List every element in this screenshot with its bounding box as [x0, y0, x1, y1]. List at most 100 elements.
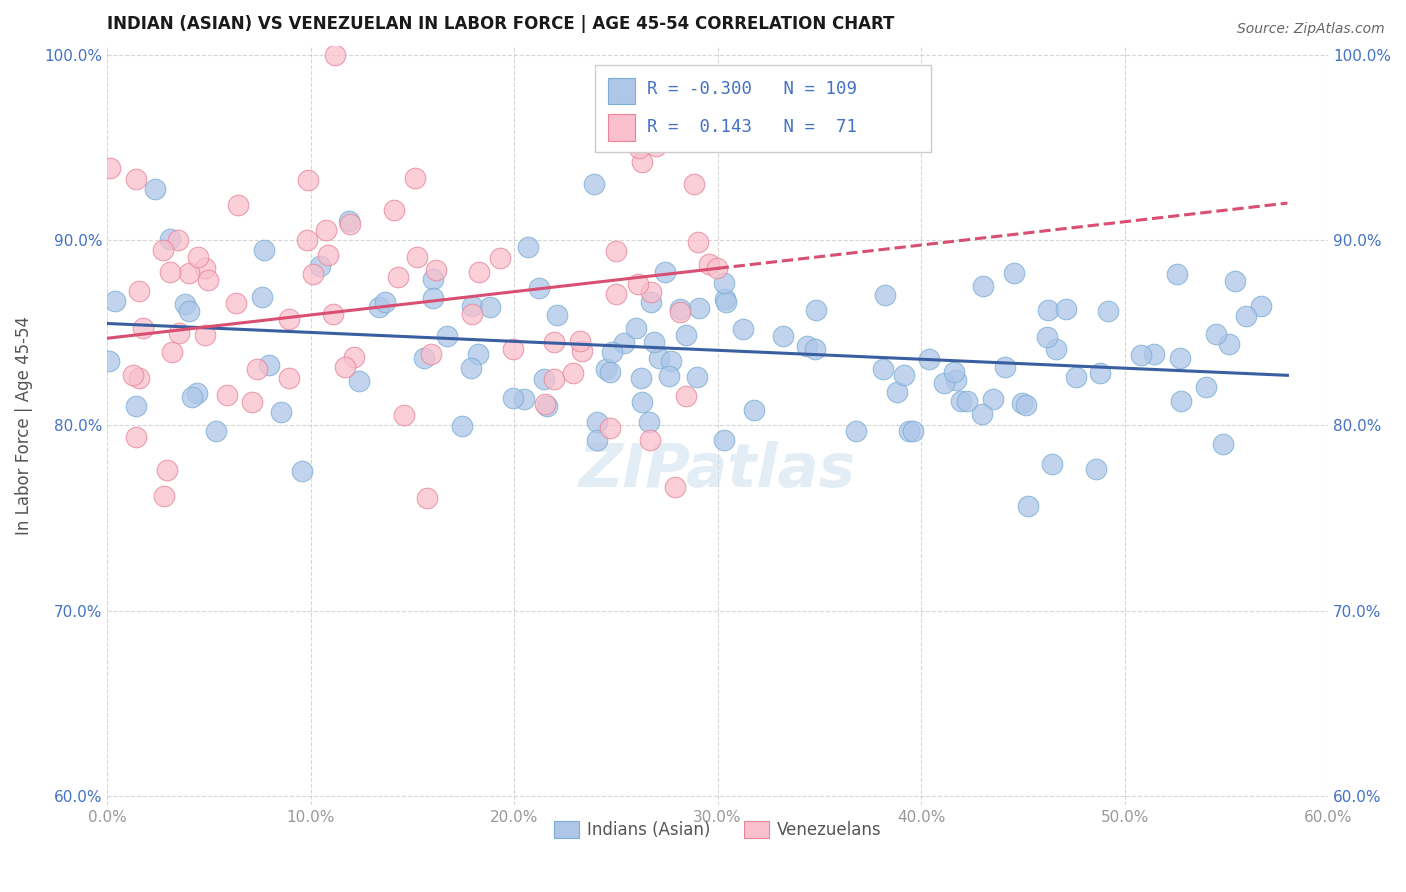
- Point: [122, 368, 145, 382]
- Point: [240, 394, 263, 409]
- Point: [489, 252, 512, 266]
- Point: [536, 399, 558, 413]
- Point: [425, 263, 447, 277]
- Point: [517, 240, 540, 254]
- Point: [187, 251, 209, 265]
- Point: [1085, 462, 1108, 476]
- Point: [897, 424, 920, 438]
- Point: [373, 294, 395, 309]
- Point: [143, 181, 166, 195]
- Point: [215, 388, 238, 402]
- Point: [124, 430, 146, 444]
- Point: [1212, 437, 1234, 451]
- Point: [600, 344, 623, 359]
- Point: [460, 300, 482, 314]
- Point: [325, 48, 347, 62]
- Point: [668, 304, 690, 318]
- Point: [845, 424, 868, 438]
- Point: [512, 392, 534, 406]
- Point: [250, 290, 273, 304]
- Point: [315, 222, 337, 236]
- Point: [125, 399, 148, 413]
- Point: [641, 123, 664, 137]
- FancyBboxPatch shape: [595, 64, 931, 152]
- Point: [595, 362, 617, 376]
- Point: [291, 464, 314, 478]
- Point: [128, 284, 150, 298]
- Point: [688, 301, 710, 316]
- Text: Source: ZipAtlas.com: Source: ZipAtlas.com: [1237, 22, 1385, 37]
- Point: [301, 267, 323, 281]
- Point: [994, 359, 1017, 374]
- Point: [686, 370, 709, 384]
- Point: [624, 321, 647, 335]
- Point: [640, 295, 662, 310]
- Point: [599, 365, 621, 379]
- Point: [270, 404, 292, 418]
- Point: [194, 328, 217, 343]
- Point: [177, 304, 200, 318]
- Point: [132, 321, 155, 335]
- Point: [918, 352, 941, 367]
- Point: [125, 172, 148, 186]
- Point: [664, 480, 686, 494]
- Point: [628, 141, 651, 155]
- Point: [461, 307, 484, 321]
- Point: [450, 418, 472, 433]
- Point: [945, 373, 967, 387]
- Point: [546, 308, 568, 322]
- Point: [225, 296, 247, 310]
- Point: [297, 173, 319, 187]
- Point: [416, 491, 439, 506]
- Point: [179, 266, 201, 280]
- Point: [648, 351, 671, 366]
- Point: [605, 244, 627, 259]
- Point: [569, 334, 592, 348]
- Point: [659, 353, 682, 368]
- Point: [1040, 457, 1063, 471]
- Point: [1017, 499, 1039, 513]
- Point: [337, 214, 360, 228]
- FancyBboxPatch shape: [607, 114, 634, 141]
- Point: [1090, 366, 1112, 380]
- Point: [392, 408, 415, 422]
- Point: [257, 358, 280, 372]
- Point: [194, 260, 217, 275]
- Point: [278, 311, 301, 326]
- Point: [706, 260, 728, 275]
- Point: [387, 269, 409, 284]
- Point: [713, 433, 735, 447]
- Point: [412, 351, 434, 365]
- Point: [502, 391, 524, 405]
- Point: [955, 393, 977, 408]
- Point: [654, 265, 676, 279]
- Point: [246, 362, 269, 376]
- Point: [772, 328, 794, 343]
- Point: [159, 265, 181, 279]
- Point: [1045, 342, 1067, 356]
- Point: [527, 280, 550, 294]
- Point: [166, 233, 188, 247]
- Point: [631, 154, 654, 169]
- Point: [406, 250, 429, 264]
- Point: [796, 339, 818, 353]
- Point: [100, 161, 122, 175]
- Point: [97, 354, 120, 368]
- Point: [1234, 309, 1257, 323]
- Text: R =  0.143   N =  71: R = 0.143 N = 71: [647, 118, 856, 136]
- Point: [422, 272, 444, 286]
- FancyBboxPatch shape: [607, 78, 634, 104]
- Text: ZIPatlas: ZIPatlas: [579, 442, 856, 500]
- Point: [295, 233, 318, 247]
- Point: [1014, 397, 1036, 411]
- Point: [626, 277, 648, 291]
- Point: [367, 300, 389, 314]
- Point: [339, 217, 361, 231]
- Point: [1066, 369, 1088, 384]
- Point: [543, 334, 565, 349]
- Point: [804, 343, 827, 357]
- Point: [669, 301, 692, 316]
- Point: [333, 359, 356, 374]
- Point: [901, 424, 924, 438]
- Point: [714, 293, 737, 307]
